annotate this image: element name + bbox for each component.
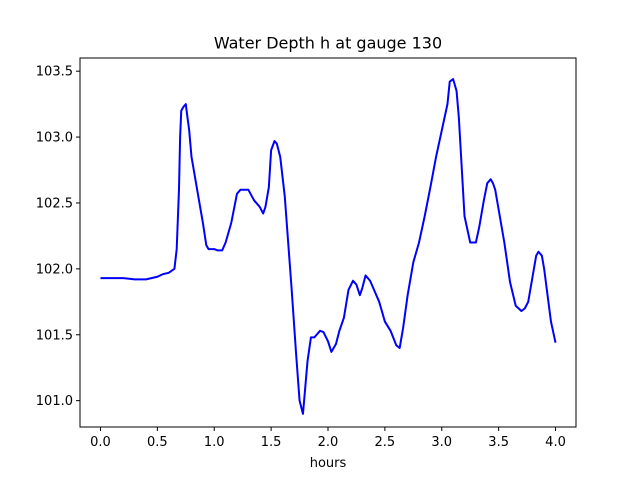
- x-tick-label: 1.5: [261, 435, 282, 450]
- y-tick-label: 101.5: [36, 328, 73, 343]
- series-line: [100, 78, 557, 415]
- x-axis: 0.0 0.5 1.0 1.5 2.0 2.5 3.0 3.5 4.0: [90, 427, 566, 450]
- x-tick-label: 0.5: [147, 435, 168, 450]
- x-tick-label: 3.5: [488, 435, 509, 450]
- plot-frame: [79, 57, 577, 428]
- x-tick-label: 1.0: [204, 435, 225, 450]
- y-tick-label: 102.0: [36, 262, 73, 277]
- x-axis-title: hours: [310, 456, 347, 471]
- chart-title: Water Depth h at gauge 130: [214, 34, 442, 53]
- x-tick-label: 2.0: [318, 435, 339, 450]
- y-axis: 101.0 101.5 102.0 102.5 103.0 103.5: [36, 65, 80, 409]
- y-tick-label: 101.0: [36, 394, 73, 409]
- x-tick-label: 0.0: [90, 435, 111, 450]
- y-tick-label: 103.5: [36, 65, 73, 80]
- x-tick-label: 4.0: [545, 435, 566, 450]
- y-tick-label: 103.0: [36, 131, 73, 146]
- x-tick-label: 3.0: [431, 435, 452, 450]
- plot-area: [79, 57, 577, 428]
- y-tick-label: 102.5: [36, 196, 73, 211]
- x-tick-label: 2.5: [375, 435, 396, 450]
